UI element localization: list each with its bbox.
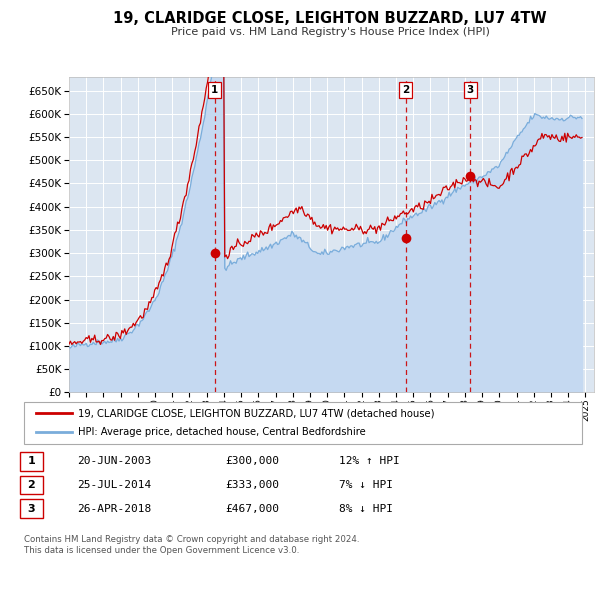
Text: 3: 3 — [28, 504, 35, 513]
Text: 12% ↑ HPI: 12% ↑ HPI — [339, 457, 400, 466]
Text: £300,000: £300,000 — [225, 457, 279, 466]
Text: Price paid vs. HM Land Registry's House Price Index (HPI): Price paid vs. HM Land Registry's House … — [170, 27, 490, 37]
Text: 2: 2 — [28, 480, 35, 490]
Text: 19, CLARIDGE CLOSE, LEIGHTON BUZZARD, LU7 4TW: 19, CLARIDGE CLOSE, LEIGHTON BUZZARD, LU… — [113, 11, 547, 25]
Text: £467,000: £467,000 — [225, 504, 279, 513]
Text: 8% ↓ HPI: 8% ↓ HPI — [339, 504, 393, 513]
Text: 1: 1 — [211, 85, 218, 95]
Text: 1: 1 — [28, 457, 35, 466]
Text: 3: 3 — [467, 85, 474, 95]
Text: HPI: Average price, detached house, Central Bedfordshire: HPI: Average price, detached house, Cent… — [78, 428, 366, 437]
Text: Contains HM Land Registry data © Crown copyright and database right 2024.
This d: Contains HM Land Registry data © Crown c… — [24, 535, 359, 555]
Text: £333,000: £333,000 — [225, 480, 279, 490]
Text: 7% ↓ HPI: 7% ↓ HPI — [339, 480, 393, 490]
Text: 2: 2 — [402, 85, 409, 95]
Text: 25-JUL-2014: 25-JUL-2014 — [77, 480, 151, 490]
Text: 26-APR-2018: 26-APR-2018 — [77, 504, 151, 513]
Text: 20-JUN-2003: 20-JUN-2003 — [77, 457, 151, 466]
Text: 19, CLARIDGE CLOSE, LEIGHTON BUZZARD, LU7 4TW (detached house): 19, CLARIDGE CLOSE, LEIGHTON BUZZARD, LU… — [78, 408, 434, 418]
